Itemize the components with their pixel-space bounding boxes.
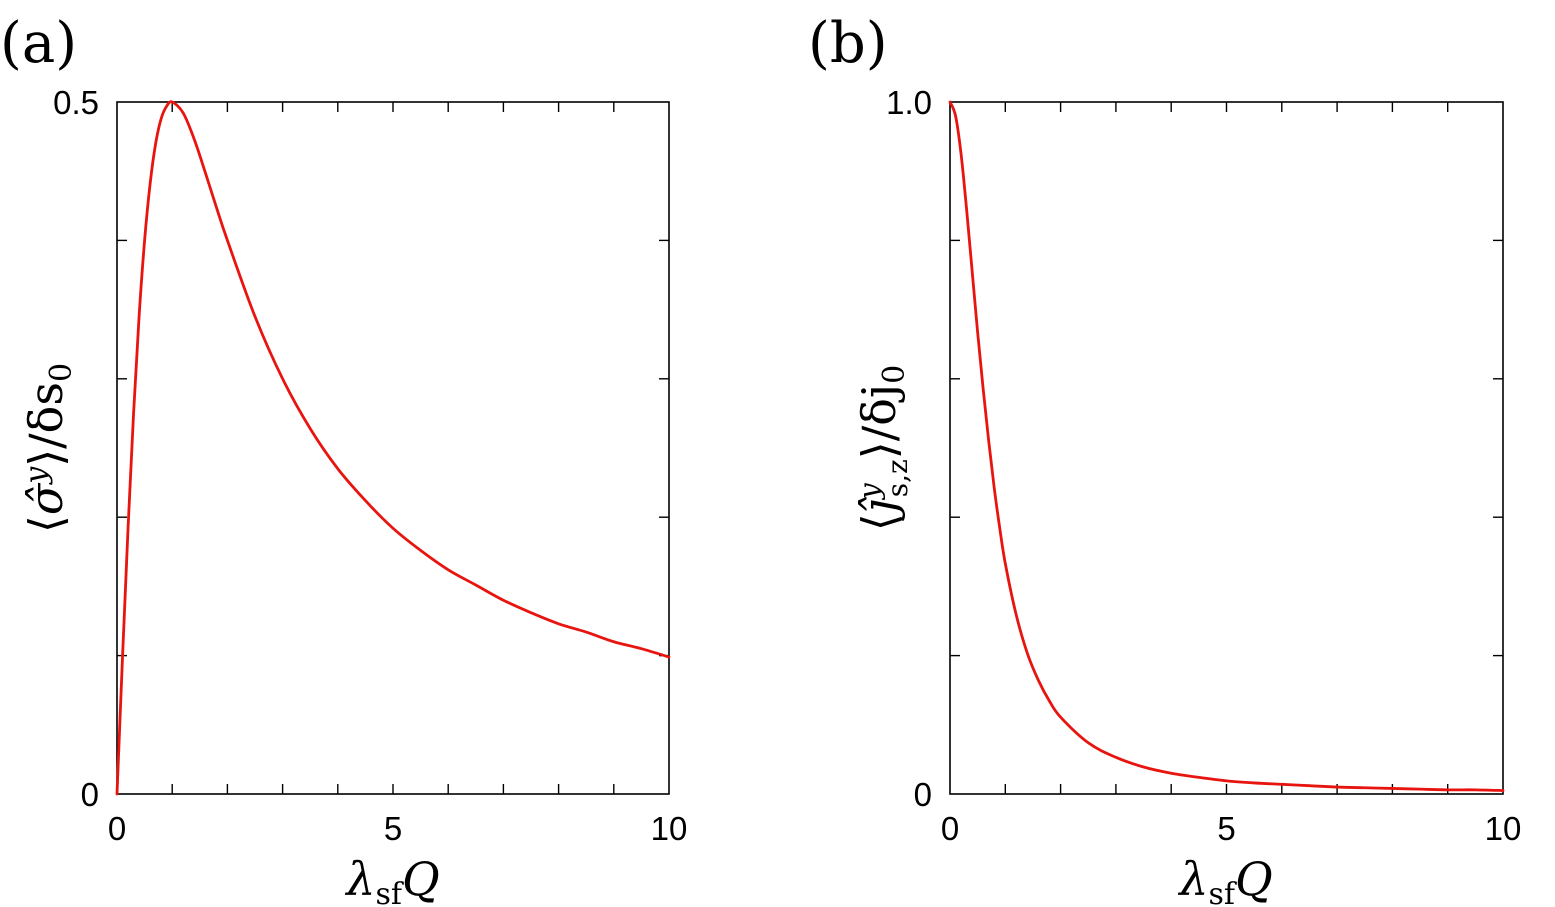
panel-b-xlabel-tail: Q [1235,852,1273,906]
panel-a-xlabel-sub: sf [375,877,403,907]
panel-b-ylabel-open: ⟨ [852,513,906,531]
panel-a-tick-labels: 0 5 10 0 0.5 [53,84,687,847]
panel-b-ylabel-close: ⟩/δj [852,384,906,459]
panel-a-ylabel-sub: 0 [44,363,79,382]
panel-b-tick-labels: 0 5 10 0 1.0 [886,84,1521,847]
a-ytick-label-0: 0 [81,776,99,813]
panel-b-label: (b) [808,11,888,76]
panel-a-ylabel-open: ⟨ [19,515,73,533]
panel-b-xlabel-main: λ [1177,852,1208,906]
panel-b-ylabel-sub2: 0 [877,365,912,384]
panel-a-label: (a) [0,11,77,76]
panel-b: (b) 0 5 10 0 1.0 λsfQ ⟨ĵys,z⟩/δj0 [808,11,1521,907]
panel-a-xlabel-tail: Q [402,852,440,906]
panel-a-ylabel-sup: y [19,466,54,486]
panel-a-ticks [117,102,669,794]
panel-b-curve [948,100,1505,792]
panel-b-ylabel-sup: y [853,482,886,501]
b-xtick-label-1: 5 [1217,810,1235,847]
panel-a-ylabel-close: ⟩/δs [19,382,73,467]
panel-b-ylabel-sub: s,z [881,459,914,497]
a-xtick-label-1: 5 [384,810,402,847]
panel-a-curve [115,100,671,796]
a-xtick-label-2: 10 [651,810,688,847]
panel-b-xlabel: λsfQ [1177,852,1272,907]
panel-a-ylabel-main: σ̂ [19,482,73,515]
a-ytick-label-1: 0.5 [53,84,99,121]
panel-a-plot-frame [116,101,670,795]
b-xtick-label-2: 10 [1485,810,1522,847]
b-xtick-label-0: 0 [941,810,959,847]
a-xtick-label-0: 0 [108,810,126,847]
panel-b-ticks [950,102,1503,794]
panel-a-xlabel-main: λ [344,852,375,906]
panel-b-xlabel-sub: sf [1208,877,1236,907]
b-ytick-label-0: 0 [914,776,932,813]
panel-b-plot-frame [949,101,1504,795]
panel-a-xlabel: λsfQ [344,852,439,907]
b-ytick-label-1: 1.0 [886,84,932,121]
panel-b-ylabel: ⟨ĵys,z⟩/δj0 [852,365,914,532]
panel-a-ylabel: ⟨σ̂y⟩/δs0 [19,363,79,533]
